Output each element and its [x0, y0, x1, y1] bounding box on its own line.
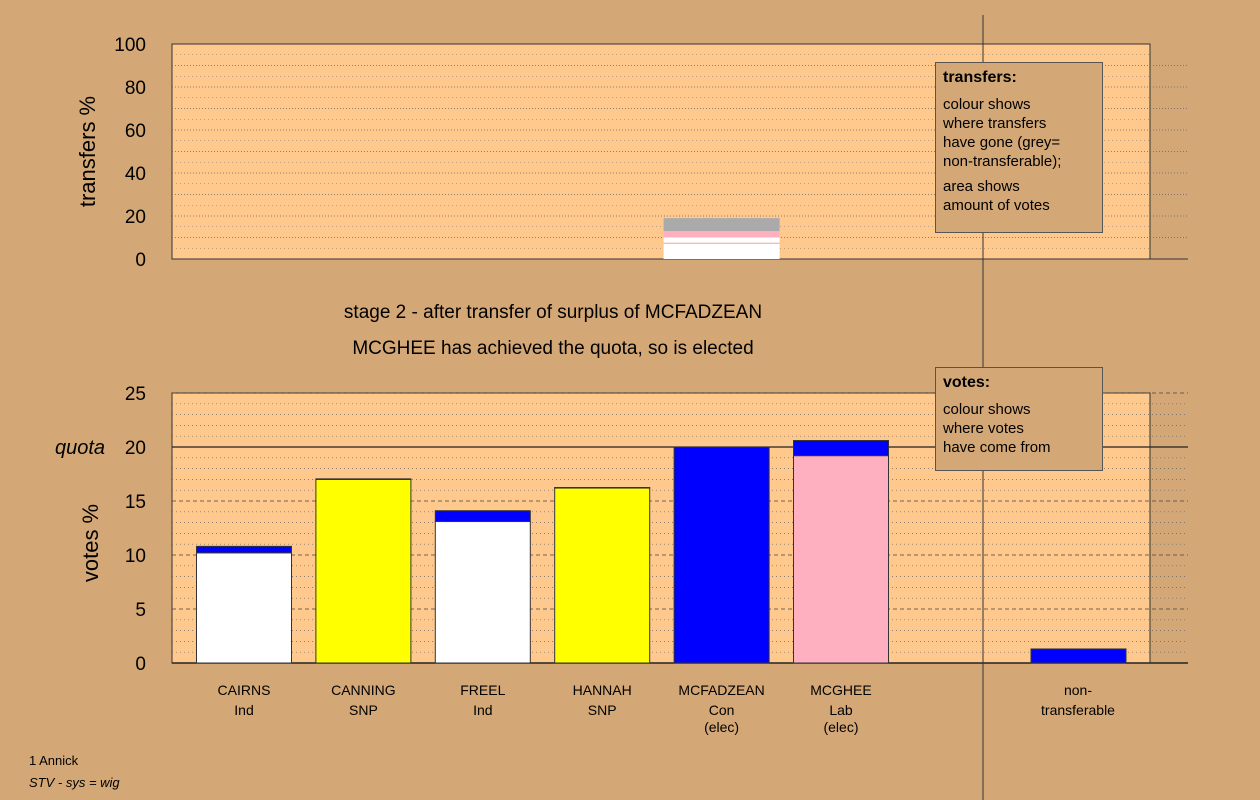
- transfer-bar-mcghee: [793, 440, 889, 457]
- nontransferable-label: transferable: [1041, 702, 1115, 718]
- vote-bar-mcfadzean: [673, 446, 770, 664]
- top-y-tick-label: 0: [135, 250, 146, 271]
- legend-line: area shows: [943, 178, 1020, 195]
- top-y-tick-label: 60: [125, 121, 146, 142]
- vote-bar-freel: [434, 521, 531, 664]
- footer-area-name: 1 Annick: [29, 753, 79, 768]
- transfers-legend-text-1: colour shows where transfers have gone (…: [943, 95, 1095, 171]
- vote-bar-cairns: [196, 552, 292, 664]
- legend-line: where votes: [943, 420, 1024, 437]
- vote-bar-canning: [315, 478, 412, 664]
- candidate-party: SNP: [588, 702, 617, 718]
- votes-legend-heading: votes:: [943, 374, 991, 391]
- legend-line: where transfers: [943, 115, 1047, 132]
- bottom-y-axis-label: votes %: [78, 504, 103, 582]
- transfer-bar-canning: [315, 478, 412, 480]
- candidate-party: Con: [709, 702, 735, 718]
- transfer-bar-cairns: [196, 545, 292, 554]
- legend-line: non-transferable);: [943, 153, 1062, 170]
- legend-line: colour shows: [943, 401, 1031, 418]
- top-y-tick-label: 20: [125, 207, 146, 228]
- bottom-y-tick-label: 15: [125, 492, 146, 513]
- candidate-name: FREEL: [460, 682, 505, 698]
- candidate-party: Ind: [473, 702, 492, 718]
- footer-system: STV - sys = wig: [29, 775, 120, 790]
- candidate-party: Ind: [234, 702, 253, 718]
- transfer-bar-hannah: [554, 487, 651, 489]
- transfer-segment: [663, 231, 780, 238]
- candidate-name: MCFADZEAN: [678, 682, 764, 698]
- nontransferable-label: non-: [1064, 682, 1092, 698]
- transfer-bar-freel: [434, 510, 531, 523]
- nontransferable-bar: [1030, 648, 1127, 664]
- candidate-name: CAIRNS: [218, 682, 271, 698]
- candidate-status: (elec): [704, 719, 739, 735]
- stage-title: stage 2 - after transfer of surplus of M…: [344, 302, 762, 323]
- legend-line: have come from: [943, 439, 1051, 456]
- vote-bar-mcghee: [793, 455, 889, 664]
- bottom-y-tick-label: 20: [125, 438, 146, 459]
- bottom-y-tick-label: 10: [125, 546, 146, 567]
- top-y-axis-label: transfers %: [75, 96, 100, 207]
- candidate-name: MCGHEE: [810, 682, 871, 698]
- legend-line: amount of votes: [943, 197, 1050, 214]
- transfer-segment: [663, 237, 780, 243]
- transfers-legend-text-2: area shows amount of votes: [943, 177, 1095, 215]
- bottom-y-tick-label: 0: [135, 654, 146, 675]
- candidate-name: CANNING: [331, 682, 396, 698]
- bottom-y-tick-label: 5: [135, 600, 146, 621]
- candidate-name: HANNAH: [573, 682, 632, 698]
- transfers-legend-box: transfers: colour shows where transfers …: [935, 62, 1103, 233]
- transfer-segment: [663, 242, 780, 244]
- quota-subtitle: MCGHEE has achieved the quota, so is ele…: [352, 338, 753, 359]
- bottom-y-tick-label: 25: [125, 384, 146, 405]
- top-y-tick-label: 80: [125, 78, 146, 99]
- transfers-legend-heading: transfers:: [943, 69, 1017, 86]
- votes-legend-box: votes: colour shows where votes have com…: [935, 367, 1103, 471]
- top-y-tick-label: 100: [114, 35, 146, 56]
- candidate-party: Lab: [829, 702, 853, 718]
- legend-line: have gone (grey=: [943, 134, 1061, 151]
- votes-legend-text: colour shows where votes have come from: [943, 400, 1095, 457]
- legend-line: colour shows: [943, 96, 1031, 113]
- top-y-tick-label: 40: [125, 164, 146, 185]
- vote-bar-hannah: [554, 487, 651, 664]
- transfer-segment: [663, 218, 780, 232]
- transfer-segment: [663, 243, 780, 259]
- quota-label: quota: [55, 437, 105, 459]
- candidate-status: (elec): [823, 719, 858, 735]
- candidate-party: SNP: [349, 702, 378, 718]
